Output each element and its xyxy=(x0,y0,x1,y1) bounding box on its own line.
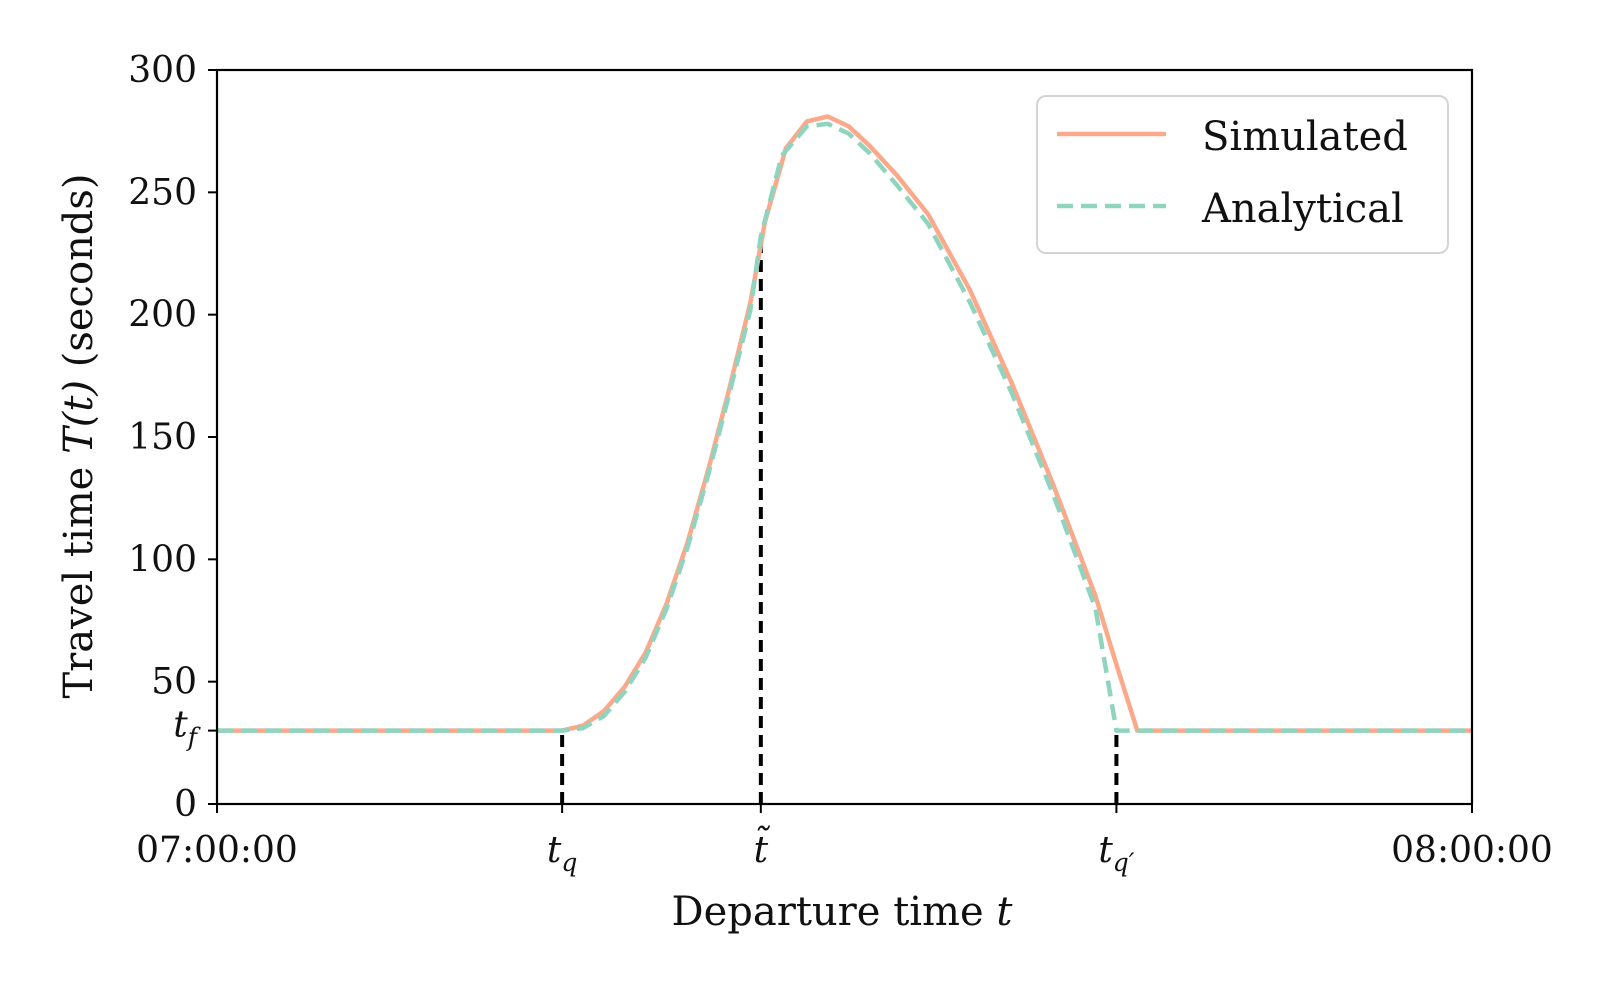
x-axis-title-var: t xyxy=(996,889,1013,935)
y-tick-label: 50 xyxy=(151,662,197,703)
series-lines xyxy=(217,114,1472,733)
legend-label-analytical: Analytical xyxy=(1201,186,1404,232)
y-axis-title: Travel time T(t) (seconds) xyxy=(56,173,102,698)
x-axis-ticks: 07:00:00 tq t̃ tq′ 08:00:00 xyxy=(136,804,1553,877)
x-tick-label: tq xyxy=(547,830,577,877)
y-tick-label: 0 xyxy=(174,784,197,825)
y-axis-title-var: T(t) xyxy=(56,380,102,454)
x-tick-label: tq′ xyxy=(1098,830,1134,877)
y-tick-label: 200 xyxy=(128,295,197,336)
y-tick-label: 300 xyxy=(128,50,197,91)
x-tick-label: t̃ xyxy=(754,826,771,871)
y-tick-label: tf xyxy=(173,705,200,752)
y-axis-title-text: Travel time xyxy=(56,467,102,699)
x-tick-label: 07:00:00 xyxy=(136,830,298,871)
series-line-analytical xyxy=(217,121,1472,733)
y-axis-title-unit: (seconds) xyxy=(56,173,102,367)
y-tick-label: 100 xyxy=(128,539,197,580)
legend: Simulated Analytical xyxy=(1036,95,1449,254)
x-axis-title: Departure time t xyxy=(672,889,1014,935)
x-tick-label: 08:00:00 xyxy=(1391,830,1553,871)
marker-lines xyxy=(560,236,1119,804)
series-line-simulated xyxy=(217,114,1472,733)
y-tick-label: 150 xyxy=(128,417,197,458)
x-axis-title-text: Departure time xyxy=(672,889,984,935)
y-tick-label: 250 xyxy=(128,172,197,213)
legend-label-simulated: Simulated xyxy=(1202,114,1408,160)
